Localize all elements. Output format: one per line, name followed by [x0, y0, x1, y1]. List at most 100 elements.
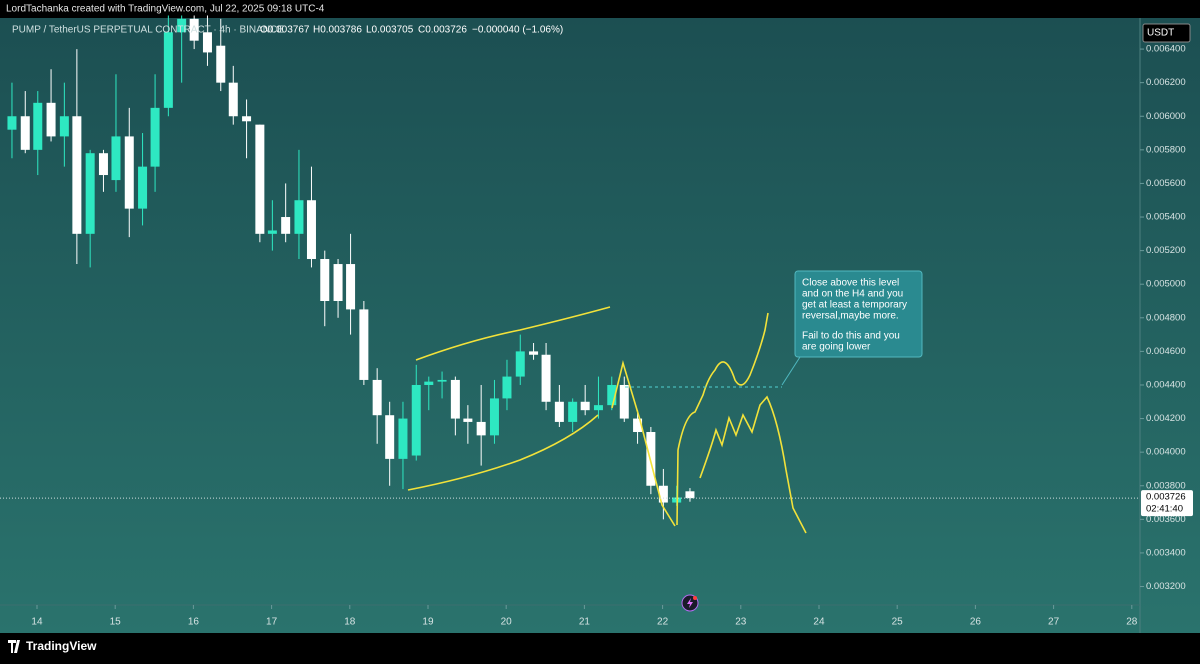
event-dot [693, 596, 697, 600]
candle-body [463, 418, 473, 422]
legend-close: C0.003726 [418, 25, 467, 36]
y-tick-label: 0.003400 [1146, 547, 1186, 558]
projection-alt [699, 395, 807, 534]
candle-body [138, 166, 148, 209]
candle-body [150, 107, 160, 167]
wedge-top [415, 306, 611, 361]
footer-brand: TradingView [26, 639, 97, 653]
y-tick-label: 0.004000 [1146, 447, 1186, 458]
candle-body [320, 259, 330, 302]
x-tick-label: 26 [970, 617, 982, 628]
last-price-label: 0.003726 [1146, 492, 1186, 503]
callout-line: are going lower [802, 342, 871, 353]
x-tick-label: 14 [31, 617, 43, 628]
candle-body [294, 200, 304, 234]
candle-body [306, 200, 316, 260]
callout-line: Fail to do this and you [802, 331, 900, 342]
callout-line: and on the H4 and you [802, 289, 903, 300]
footer-logo [8, 640, 20, 653]
top-bar [0, 0, 1200, 18]
y-tick-label: 0.004200 [1146, 413, 1186, 424]
event-icon-bolt [687, 598, 693, 608]
candle-body [554, 401, 564, 422]
x-tick-label: 25 [892, 617, 904, 628]
y-tick-label: 0.005200 [1146, 245, 1186, 256]
candle-body [20, 116, 30, 150]
candle-body [359, 309, 369, 380]
candle-body [607, 384, 617, 406]
x-tick-label: 19 [422, 617, 434, 628]
y-tick-label: 0.006000 [1146, 111, 1186, 122]
y-tick-label: 0.005800 [1146, 144, 1186, 155]
countdown: 02:41:40 [1146, 504, 1183, 515]
candle-body [85, 153, 95, 234]
currency: USDT [1147, 28, 1174, 39]
x-tick-label: 22 [657, 617, 669, 628]
candle-body [529, 351, 539, 355]
y-tick-label: 0.004400 [1146, 379, 1186, 390]
chart-bg [0, 18, 1200, 633]
legend-open: O0.003767 [260, 25, 310, 36]
y-tick-label: 0.005000 [1146, 279, 1186, 290]
candle-body [619, 384, 629, 419]
y-tick-label: 0.005600 [1146, 178, 1186, 189]
candle-body [111, 136, 121, 181]
candle-body [685, 491, 695, 499]
x-tick-label: 24 [813, 617, 825, 628]
x-tick-label: 15 [110, 617, 122, 628]
candle-body [385, 415, 395, 459]
x-tick-label: 23 [735, 617, 747, 628]
candle-body [489, 398, 499, 436]
currency-box [1142, 23, 1191, 43]
candle-body [437, 379, 447, 382]
candle-body [59, 116, 69, 137]
candle-body [202, 32, 212, 53]
legend-symbol: PUMP / TetherUS PERPETUAL CONTRACT · 4h … [12, 25, 284, 36]
candle-body [515, 351, 525, 377]
callout-line: reversal,maybe more. [802, 311, 899, 322]
wedge-bottom [407, 414, 599, 491]
x-tick-label: 17 [266, 617, 278, 628]
candle-body [267, 230, 277, 234]
callout-pointer [781, 356, 801, 386]
candle-body [476, 421, 486, 436]
candle-body [633, 418, 643, 433]
x-tick-label: 28 [1126, 617, 1138, 628]
footer [0, 633, 1200, 659]
y-tick-label: 0.003800 [1146, 480, 1186, 491]
candle-body [228, 82, 238, 117]
x-tick-label: 20 [501, 617, 513, 628]
y-tick-label: 0.006400 [1146, 44, 1186, 55]
candle-body [242, 116, 252, 122]
x-tick-label: 16 [188, 617, 200, 628]
candle-body [7, 116, 17, 130]
candle-body [580, 401, 590, 411]
candle-body [568, 401, 578, 422]
candle-body [124, 136, 134, 209]
candle-body [281, 217, 291, 234]
x-tick-label: 27 [1048, 617, 1060, 628]
candle-body [411, 384, 421, 456]
candle-body [424, 381, 434, 385]
projection-up [676, 312, 769, 526]
drawings [407, 306, 807, 534]
candle-body [593, 405, 603, 411]
candle-body [72, 116, 82, 234]
candle-body [541, 354, 551, 402]
candle-body [346, 264, 356, 310]
y-tick-label: 0.003200 [1146, 581, 1186, 592]
callout-line: Close above this level [802, 278, 899, 289]
y-tick-label: 0.004800 [1146, 312, 1186, 323]
candle-body [255, 124, 265, 234]
candle-body [398, 418, 408, 459]
x-tick-label: 21 [579, 617, 591, 628]
callout-line: get at least a temporary [802, 300, 907, 311]
candle-body [177, 18, 187, 33]
candle-body [450, 379, 460, 419]
last-price-box [1141, 490, 1193, 517]
candle-body [333, 264, 343, 302]
candle-body [33, 102, 43, 150]
candle-body [502, 376, 512, 399]
